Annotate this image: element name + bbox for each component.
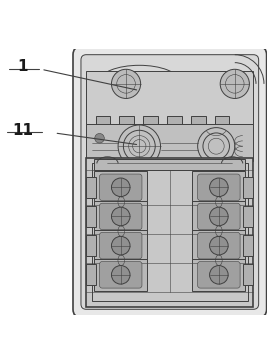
Bar <box>243 235 252 256</box>
Text: 11: 11 <box>12 123 33 138</box>
Circle shape <box>111 69 141 98</box>
Bar <box>243 177 252 198</box>
Bar <box>94 201 147 232</box>
Circle shape <box>111 178 130 197</box>
Bar <box>94 259 147 291</box>
Bar <box>86 235 96 256</box>
Bar <box>243 206 252 227</box>
Bar <box>94 159 245 170</box>
FancyBboxPatch shape <box>99 203 142 230</box>
Bar <box>96 116 110 142</box>
Bar <box>86 124 253 161</box>
Circle shape <box>95 134 104 143</box>
Bar <box>167 116 182 142</box>
Bar <box>192 230 245 262</box>
Bar <box>86 71 253 124</box>
Bar <box>86 206 96 227</box>
FancyBboxPatch shape <box>198 262 240 288</box>
FancyBboxPatch shape <box>198 232 240 259</box>
FancyBboxPatch shape <box>198 174 240 201</box>
Bar <box>92 163 248 301</box>
Bar <box>120 116 134 142</box>
Bar <box>191 116 206 142</box>
Circle shape <box>111 236 130 255</box>
FancyBboxPatch shape <box>99 174 142 201</box>
Bar <box>94 230 147 262</box>
Bar <box>86 177 96 198</box>
Circle shape <box>111 207 130 226</box>
FancyBboxPatch shape <box>99 262 142 288</box>
Bar <box>215 116 229 142</box>
Bar <box>192 259 245 291</box>
Circle shape <box>210 266 228 284</box>
Bar <box>143 116 158 142</box>
Bar <box>192 201 245 232</box>
FancyBboxPatch shape <box>198 203 240 230</box>
FancyBboxPatch shape <box>73 47 267 317</box>
Circle shape <box>210 207 228 226</box>
Circle shape <box>210 178 228 197</box>
FancyBboxPatch shape <box>81 55 259 309</box>
Circle shape <box>111 266 130 284</box>
FancyBboxPatch shape <box>99 232 142 259</box>
Circle shape <box>210 236 228 255</box>
Bar <box>243 264 252 285</box>
Text: 1: 1 <box>17 59 28 74</box>
Bar <box>94 171 147 203</box>
Circle shape <box>220 69 249 98</box>
Bar <box>86 158 253 306</box>
Bar <box>192 171 245 203</box>
Bar <box>86 264 96 285</box>
